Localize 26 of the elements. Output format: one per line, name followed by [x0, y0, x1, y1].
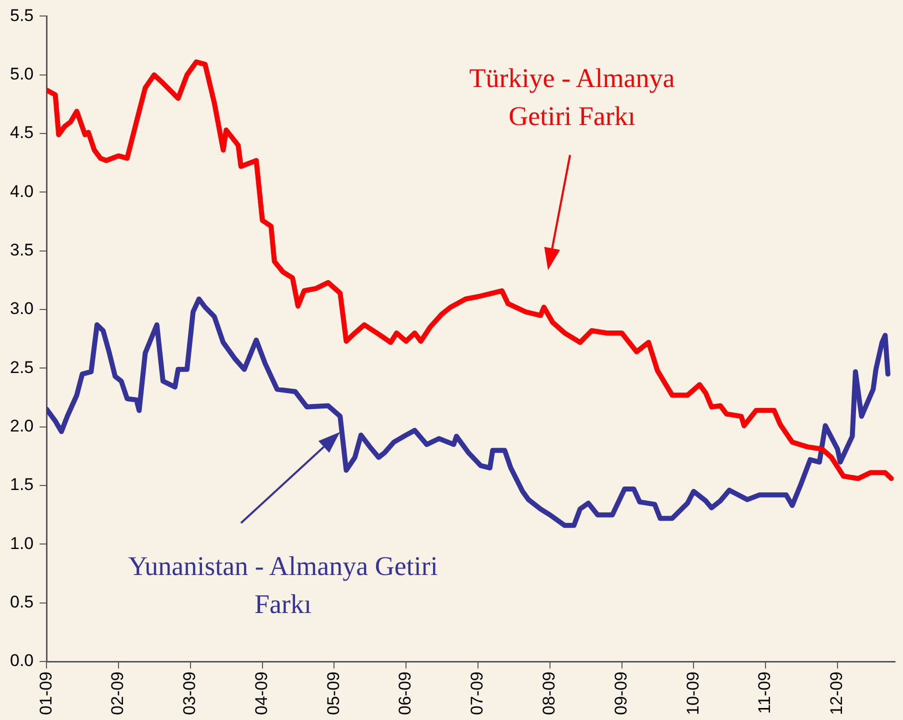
y-tick-label: 3.0 — [10, 299, 34, 318]
y-tick-label: 4.0 — [10, 182, 34, 201]
x-tick-label: 01-09 — [36, 672, 56, 716]
y-tick-label: 5.5 — [10, 6, 34, 25]
y-tick-label: 1.0 — [10, 534, 34, 553]
x-tick-label: 05-09 — [324, 672, 343, 716]
x-tick-label: 08-09 — [540, 672, 559, 716]
annotation: Yunanistan - Almanya Getiri Farkı — [128, 550, 438, 621]
y-tick-label: 5.0 — [10, 64, 34, 84]
x-tick-label: 03-09 — [180, 672, 200, 716]
y-tick-label: 0.5 — [10, 592, 34, 612]
x-tick-label: 04-09 — [252, 672, 272, 716]
y-tick-label: 2.5 — [10, 358, 34, 377]
y-tick-label: 1.5 — [10, 475, 34, 494]
y-tick-label: 4.5 — [10, 123, 34, 142]
annotation: Türkiye - Almanya Getiri Farkı — [468, 62, 676, 133]
y-tick-label: 3.5 — [10, 240, 34, 260]
x-tick-label: 12-09 — [827, 672, 846, 716]
x-tick-label: 11-09 — [755, 672, 774, 714]
x-tick-label: 10-09 — [683, 672, 702, 716]
y-tick-label: 2.0 — [10, 416, 34, 436]
x-tick-label: 09-09 — [611, 672, 630, 716]
x-tick-label: 07-09 — [468, 672, 487, 716]
x-tick-label: 02-09 — [108, 672, 128, 716]
x-tick-label: 06-09 — [396, 672, 415, 716]
y-tick-label: 0.0 — [10, 651, 34, 670]
